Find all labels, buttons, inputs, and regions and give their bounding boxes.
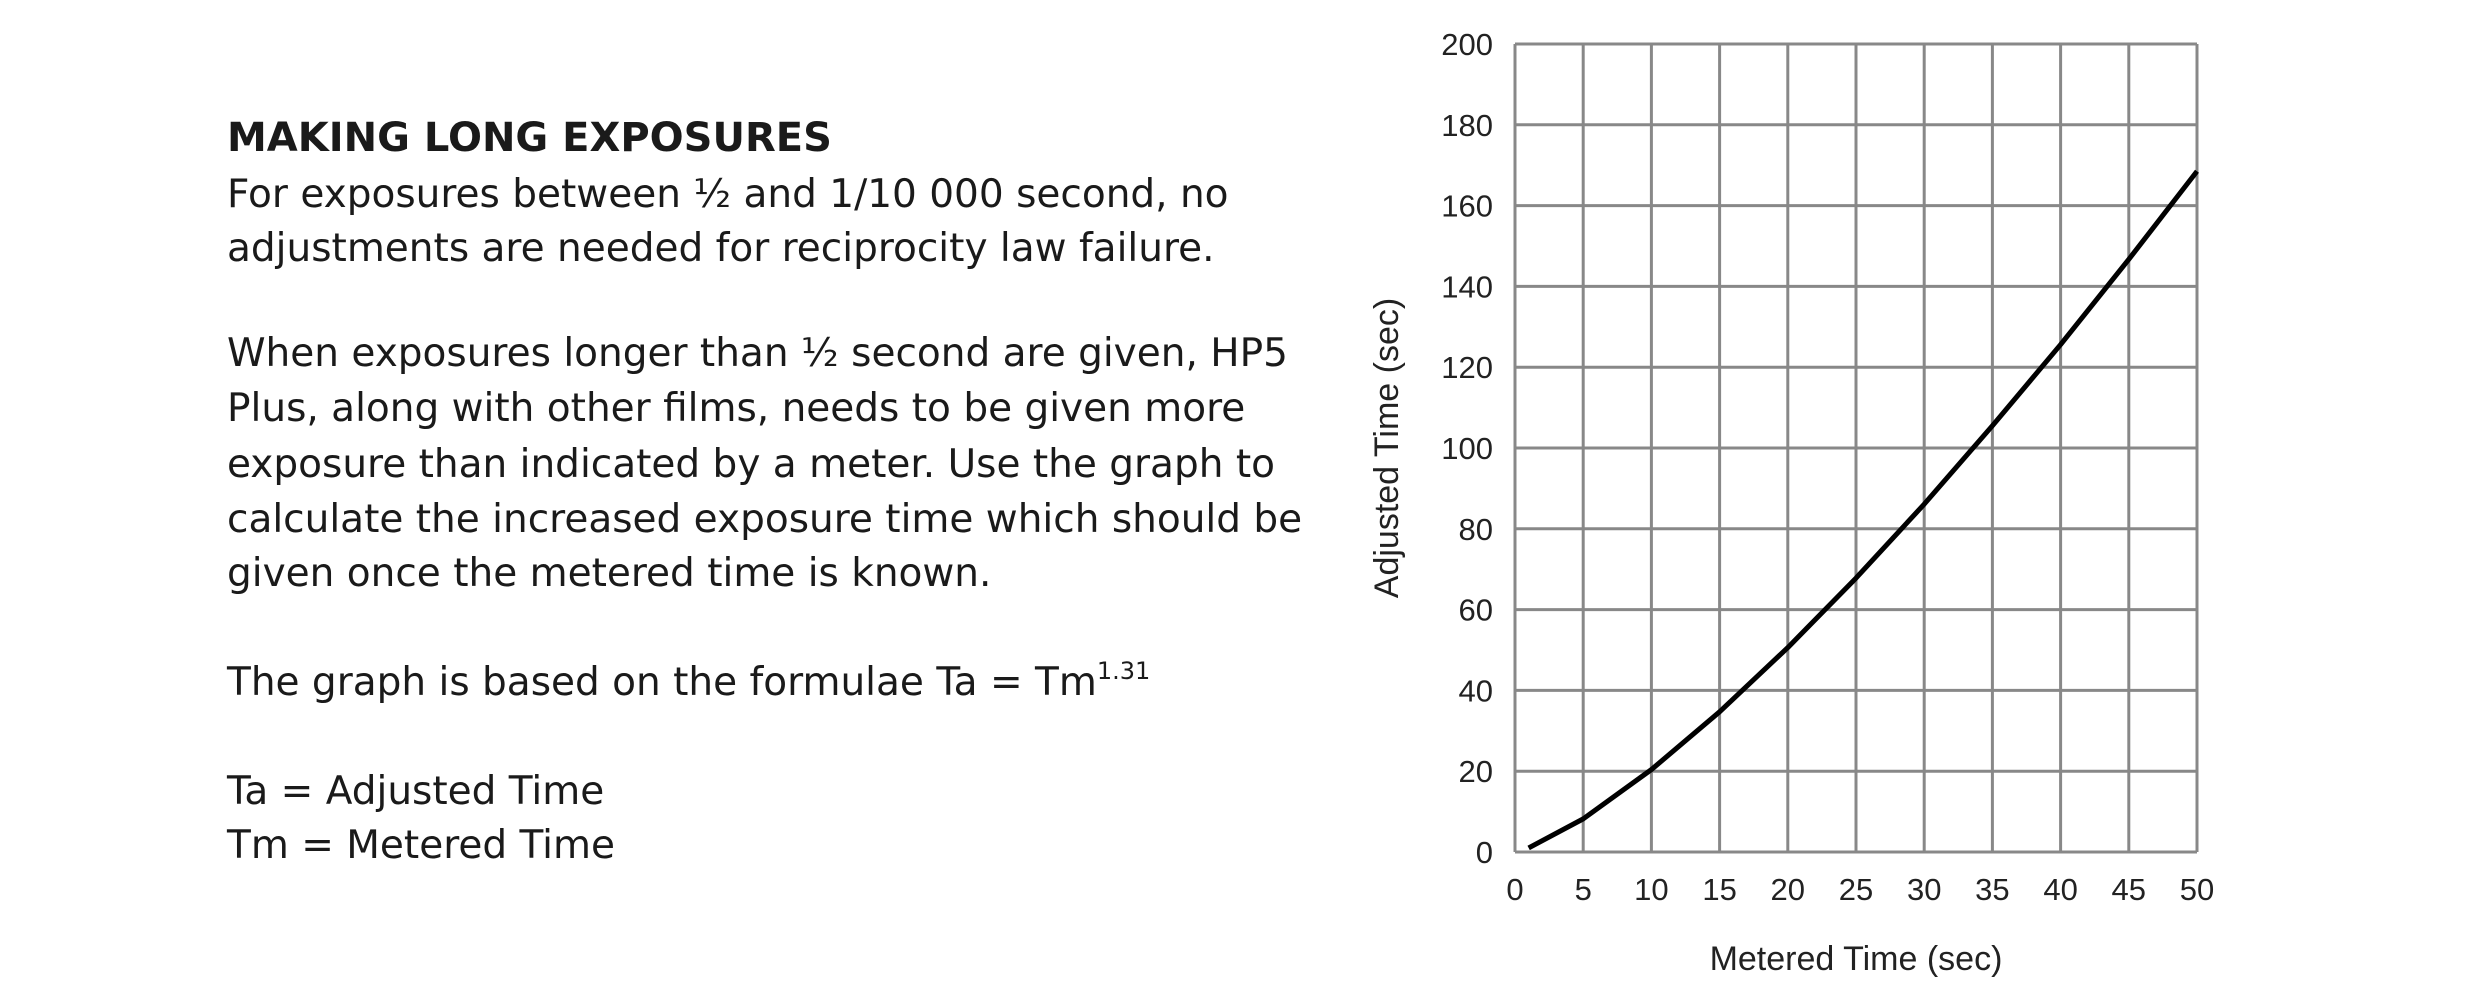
- x-tick-label: 40: [2043, 872, 2077, 907]
- x-axis-title: Metered Time (sec): [1710, 940, 2003, 978]
- y-tick-label: 180: [1441, 108, 1493, 143]
- text-line: Plus, along with other films, needs to b…: [227, 386, 1245, 431]
- x-tick-label: 15: [1702, 872, 1736, 907]
- y-tick-label: 0: [1476, 835, 1493, 870]
- y-tick-label: 100: [1441, 431, 1493, 466]
- text-line: calculate the increased exposure time wh…: [227, 497, 1302, 542]
- x-tick-label: 5: [1575, 872, 1592, 907]
- formula: The graph is based on the formulae Ta = …: [226, 657, 1150, 705]
- x-tick-label: 45: [2112, 872, 2146, 907]
- text-line: exposure than indicated by a meter. Use …: [227, 442, 1275, 487]
- x-tick-label: 0: [1506, 872, 1523, 907]
- x-tick-label: 30: [1907, 872, 1941, 907]
- text-line: When exposures longer than ½ second are …: [227, 331, 1288, 376]
- text-line: For exposures between ½ and 1/10 000 sec…: [227, 172, 1229, 217]
- heading: MAKING LONG EXPOSURES: [227, 115, 832, 161]
- y-tick-label: 40: [1459, 673, 1493, 708]
- y-tick-label: 20: [1459, 754, 1493, 789]
- y-tick-label: 160: [1441, 189, 1493, 224]
- definition: Ta = Adjusted Time: [226, 769, 604, 814]
- formula-exponent: 1.31: [1097, 657, 1150, 685]
- data-line: [1527, 169, 2199, 851]
- x-tick-label: 25: [1839, 872, 1873, 907]
- y-axis-title: Adjusted Time (sec): [1368, 298, 1406, 598]
- formula-text: The graph is based on the formulae Ta = …: [226, 660, 1097, 705]
- definition: Tm = Metered Time: [226, 823, 615, 868]
- x-tick-label: 35: [1975, 872, 2009, 907]
- y-tick-label: 200: [1441, 27, 1493, 62]
- y-tick-label: 80: [1459, 512, 1493, 547]
- text-line: adjustments are needed for reciprocity l…: [227, 226, 1215, 271]
- y-tick-label: 60: [1459, 593, 1493, 628]
- y-tick-label: 120: [1441, 350, 1493, 385]
- text-line: given once the metered time is known.: [227, 551, 991, 596]
- x-tick-label: 10: [1634, 872, 1668, 907]
- chart: 0 20 40 60 80 100 120 140 160 180 200 0 5 10 15 20 25 30 3…: [1368, 27, 2214, 978]
- x-tick-label: 50: [2180, 872, 2214, 907]
- y-tick-label: 140: [1441, 269, 1493, 304]
- x-tick-label: 20: [1771, 872, 1805, 907]
